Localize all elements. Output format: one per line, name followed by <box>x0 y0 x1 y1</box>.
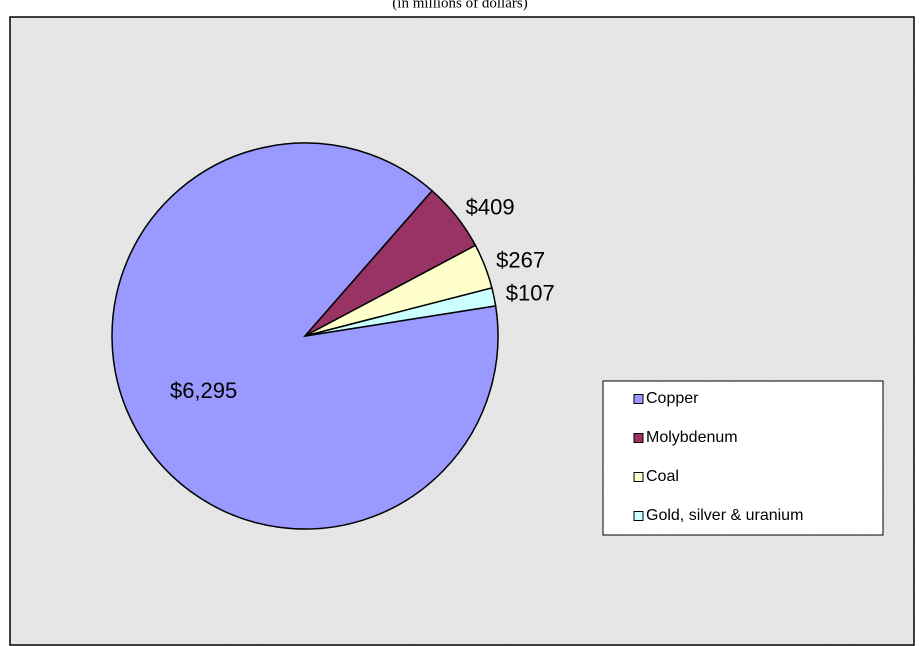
data-label: $107 <box>506 280 555 305</box>
pie-slice <box>304 287 497 337</box>
legend-box <box>602 380 884 536</box>
legend-swatch <box>633 472 644 482</box>
legend-label: Coal <box>646 468 679 485</box>
legend-swatch <box>633 433 644 443</box>
data-label: $6,295 <box>170 378 237 403</box>
data-label: $267 <box>496 248 545 273</box>
data-label: $409 <box>466 194 515 219</box>
legend-label: Molybdenum <box>646 429 738 446</box>
legend-swatch <box>633 394 644 404</box>
chart-subtitle: (in millions of dollars) <box>392 0 527 11</box>
legend-label: Copper <box>646 390 699 407</box>
legend-label: Gold, silver & uranium <box>646 507 803 524</box>
legend-swatch <box>633 511 644 521</box>
